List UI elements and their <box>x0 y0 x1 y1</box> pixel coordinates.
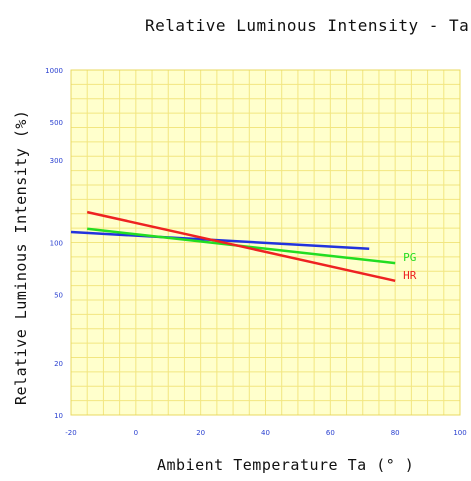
series-label-pg: PG <box>403 251 416 264</box>
series-line <box>70 230 370 250</box>
plot-border <box>70 69 461 416</box>
y-tick-label: 300 <box>50 157 63 165</box>
x-tick-label: 40 <box>261 429 270 437</box>
chart-title: Relative Luminous Intensity - Ta <box>145 16 469 35</box>
y-tick-label: 100 <box>50 240 63 248</box>
x-tick-label: -20 <box>65 429 76 437</box>
x-tick-label: 20 <box>196 429 205 437</box>
x-tick-label: 80 <box>391 429 400 437</box>
y-tick-label: 10 <box>54 412 63 420</box>
series-group: PG HR <box>70 210 417 283</box>
x-tick-label: 100 <box>453 429 466 437</box>
x-tick-label: 60 <box>326 429 335 437</box>
series-label-hr: HR <box>403 269 417 282</box>
y-tick-labels: 10 20 50 100 300 500 1000 <box>45 67 63 420</box>
y-axis-title: Relative Luminous Intensity (%) <box>12 110 30 405</box>
y-tick-label: 50 <box>54 291 63 299</box>
y-tick-label: 20 <box>54 360 63 368</box>
x-tick-label: 0 <box>134 429 138 437</box>
series-line-hr <box>86 210 396 283</box>
x-tick-labels: -20 0 20 40 60 80 100 <box>65 429 466 437</box>
y-tick-label: 500 <box>50 119 63 127</box>
x-axis-title: Ambient Temperature Ta (° ) <box>157 456 414 474</box>
y-tick-label: 1000 <box>45 67 63 75</box>
